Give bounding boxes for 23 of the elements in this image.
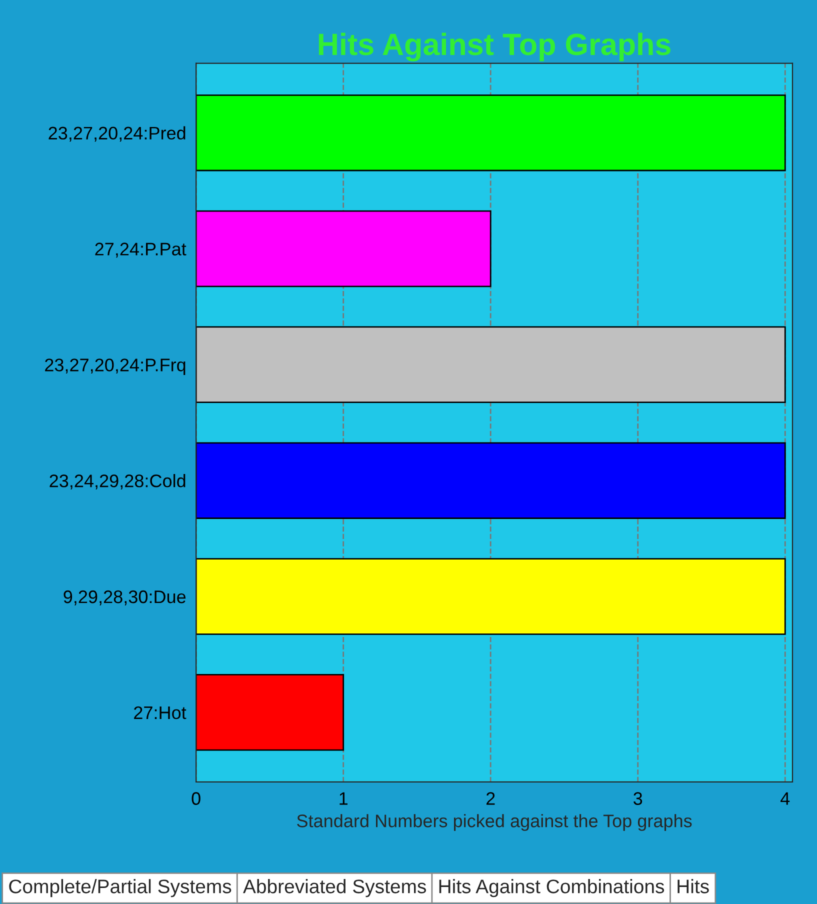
bar <box>196 442 786 519</box>
y-tick-label: 23,27,20,24:P.Frq <box>45 358 186 375</box>
chart-title: Hits Against Top Graphs <box>318 32 670 62</box>
y-tick-label: 27:Hot <box>134 706 186 720</box>
bar <box>196 94 786 172</box>
x-tick-label: 1 <box>340 792 348 805</box>
bar <box>196 674 344 751</box>
text: Hits <box>678 879 709 894</box>
x-tick-label: 4 <box>780 792 790 805</box>
text: Abbreviated Systems <box>243 879 426 898</box>
bar <box>196 558 786 635</box>
y-tick-label: 23,24,29,28:Cold <box>50 474 186 490</box>
x-axis-title: Standard Numbers picked against the Top graphs <box>297 814 692 831</box>
text: Complete/Partial Systems <box>9 879 232 898</box>
text: Hits Against Combinations <box>439 879 664 898</box>
x-tick-label: 3 <box>634 792 642 805</box>
x-tick-label: 2 <box>486 792 495 805</box>
bar <box>196 326 786 404</box>
x-tick-label: 0 <box>192 792 200 805</box>
y-tick-label: 27,24:P.Pat <box>95 242 186 258</box>
y-tick-label: 23,27,20,24:Pred <box>48 126 186 142</box>
bar <box>196 210 492 288</box>
y-tick-label: 9,29,28,30:Due <box>64 590 186 606</box>
